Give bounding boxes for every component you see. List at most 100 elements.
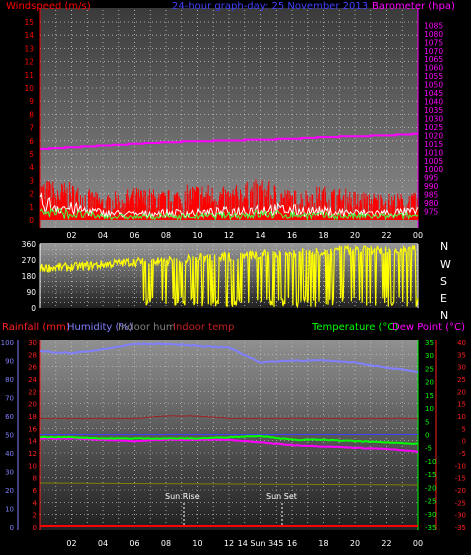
time-tick-label: 18 <box>318 539 328 548</box>
wind-tick-label: 4 <box>29 163 34 172</box>
wind-tick-label: 11 <box>24 71 34 80</box>
time-tick-label: 02 <box>66 539 76 548</box>
dew-tick-label: 20 <box>457 388 466 396</box>
sun-rise-label: Sun Rise <box>165 492 200 501</box>
graph-title: 24-hour graph-day: 25 November 2013 <box>172 1 368 12</box>
time-tick-label: 00 <box>413 231 423 240</box>
rain-tick-label: 26 <box>28 364 37 372</box>
time-tick-label: 06 <box>129 231 139 240</box>
direction-tick-label: 270 <box>22 256 37 265</box>
time-tick-label: 08 <box>161 231 171 240</box>
dew-tick-label: -20 <box>455 487 466 495</box>
baro-tick-label: 1035 <box>424 106 443 115</box>
temp-tick-label: -15 <box>425 471 436 479</box>
baro-tick-label: 1085 <box>424 21 443 30</box>
wind-low-series <box>39 206 419 221</box>
baro-tick-label: 985 <box>424 191 439 200</box>
indoor-temp-series <box>39 415 419 420</box>
temp-tick-label: 25 <box>425 365 434 373</box>
baro-tick-label: 1030 <box>424 114 443 123</box>
humidity-tick-label: 70 <box>5 395 14 403</box>
temp-tick-label: 30 <box>425 352 434 360</box>
baro-tick-label: 1015 <box>424 140 443 149</box>
rain-tick-label: 28 <box>28 351 37 359</box>
wind-tick-label: 13 <box>24 44 34 53</box>
compass-n-top: N <box>440 240 448 253</box>
compass-s: S <box>440 275 447 288</box>
temp-tick-label: -35 <box>425 524 436 532</box>
time-tick-label: 16 <box>287 539 297 548</box>
time-tick-label: 18 <box>318 231 328 240</box>
temp-tick-label: -20 <box>425 484 436 492</box>
baro-tick-label: 1040 <box>424 98 443 107</box>
humidity-tick-label: 0 <box>10 524 14 532</box>
dew-tick-label: -15 <box>455 475 466 483</box>
legend-dew-point: Dew Point (°C) <box>392 322 465 333</box>
wind-tick-label: 0 <box>29 216 34 225</box>
temp-tick-label: 5 <box>425 418 429 426</box>
windspeed-title: Windspeed (m/s) <box>6 1 91 12</box>
rain-tick-label: 6 <box>33 487 38 495</box>
wind-tick-label: 10 <box>24 84 34 93</box>
baro-tick-label: 1080 <box>424 30 443 39</box>
dew-tick-label: 10 <box>457 413 466 421</box>
baro-tick-label: 995 <box>424 174 439 183</box>
humidity-tick-label: 100 <box>1 339 14 347</box>
baro-tick-label: 1005 <box>424 157 443 166</box>
direction-tick-label: 180 <box>22 272 37 281</box>
rain-tick-label: 10 <box>28 462 37 470</box>
time-tick-label: 20 <box>350 231 360 240</box>
temp-tick-label: 0 <box>425 432 429 440</box>
temp-tick-label: -5 <box>425 445 432 453</box>
rain-tick-label: 16 <box>28 425 37 433</box>
legend-indoor-hum: Indoor hum <box>118 322 176 333</box>
temp-tick-label: 35 <box>425 339 434 347</box>
baro-tick-label: 980 <box>424 199 439 208</box>
rain-tick-label: 0 <box>33 524 37 532</box>
humidity-tick-label: 40 <box>5 450 14 458</box>
compass-w: W <box>440 258 451 271</box>
baro-tick-label: 1070 <box>424 47 443 56</box>
time-tick-label: 12 <box>224 539 234 548</box>
humidity-tick-label: 50 <box>5 432 14 440</box>
barometer-title: Barometer (hpa) <box>372 1 455 12</box>
baro-tick-label: 1020 <box>424 131 443 140</box>
dew-tick-label: -10 <box>455 462 466 470</box>
baro-tick-label: 1050 <box>424 81 443 90</box>
baro-tick-label: 990 <box>424 182 439 191</box>
rain-tick-label: 24 <box>28 376 37 384</box>
humidity-tick-label: 60 <box>5 413 14 421</box>
rain-tick-label: 30 <box>28 339 37 347</box>
time-tick-label: 10 <box>192 539 202 548</box>
legend-humidity: Humidity (%) <box>67 322 133 333</box>
baro-tick-label: 1065 <box>424 55 443 64</box>
legend-temperature: Temperature (°C) <box>311 322 398 333</box>
direction-tick-label: 360 <box>22 240 37 249</box>
baro-tick-label: 1025 <box>424 123 443 132</box>
baro-tick-label: 975 <box>424 208 439 217</box>
wind-tick-label: 15 <box>24 18 34 27</box>
dew-tick-label: 30 <box>457 364 466 372</box>
wind-tick-label: 5 <box>29 150 34 159</box>
temp-tick-label: -25 <box>425 498 436 506</box>
dew-tick-label: 40 <box>457 339 466 347</box>
temp-tick-label: 15 <box>425 392 434 400</box>
time-tick-label: 04 <box>98 231 108 240</box>
humidity-tick-label: 80 <box>5 376 14 384</box>
dew-tick-label: 35 <box>457 351 466 359</box>
wind-tick-label: 2 <box>29 190 34 199</box>
wind-tick-label: 3 <box>29 176 34 185</box>
wind-tick-label: 1 <box>29 203 34 212</box>
time-tick-label: 06 <box>129 539 139 548</box>
baro-tick-label: 1010 <box>424 148 443 157</box>
temp-tick-label: -10 <box>425 458 436 466</box>
baro-tick-label: 1055 <box>424 72 443 81</box>
temp-tick-label: -30 <box>425 511 436 519</box>
baro-tick-label: 1060 <box>424 64 443 73</box>
rain-tick-label: 2 <box>33 512 37 520</box>
dew-point-series <box>39 437 419 454</box>
time-tick-label: 02 <box>66 231 76 240</box>
wind-direction-series <box>39 243 419 309</box>
sun-set-label: Sun Set <box>266 492 297 501</box>
